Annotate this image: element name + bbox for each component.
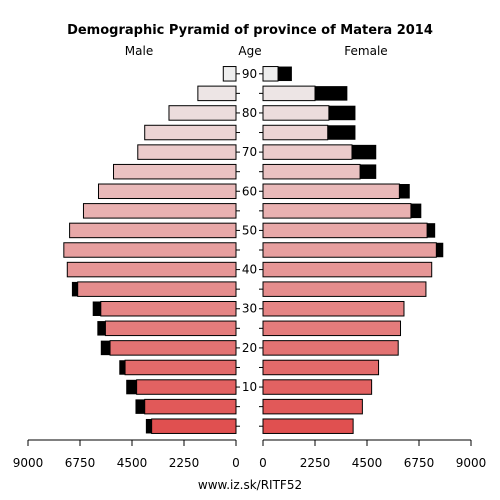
- female-bar: [262, 398, 363, 415]
- male-bar: [82, 203, 237, 219]
- female-bar: [262, 105, 330, 121]
- female-bar-dark: [278, 66, 292, 82]
- male-bar: [222, 66, 237, 82]
- female-bar: [262, 261, 433, 278]
- male-bar-dark: [97, 321, 106, 336]
- age-tick-label: 50: [242, 223, 257, 237]
- female-bar: [262, 418, 354, 434]
- female-bar: [262, 320, 402, 337]
- footer-url: www.iz.sk/RITF52: [198, 478, 302, 492]
- female-bar: [262, 203, 412, 219]
- female-bar: [262, 222, 428, 239]
- male-bar: [66, 261, 237, 278]
- male-bar-dark: [100, 340, 111, 356]
- male-bar: [113, 163, 237, 180]
- age-tick-label: 60: [242, 184, 257, 198]
- male-bar: [124, 359, 237, 376]
- male-bar: [168, 105, 237, 121]
- male-bar: [109, 340, 237, 356]
- female-bar-dark: [351, 144, 377, 160]
- male-bar-dark: [135, 399, 145, 414]
- male-bar: [97, 183, 237, 200]
- male-bar-dark: [92, 301, 101, 316]
- male-bar-dark: [145, 418, 152, 434]
- female-bar-dark: [410, 203, 422, 219]
- female-bar: [262, 183, 400, 200]
- female-bar-dark: [427, 223, 436, 238]
- male-bar: [151, 418, 237, 434]
- bars-group: [63, 66, 444, 434]
- male-bar: [63, 242, 237, 258]
- age-tick-label: 10: [242, 380, 257, 394]
- male-bar: [137, 144, 237, 160]
- female-bar: [262, 281, 427, 297]
- female-x-tick-label: 2250: [300, 456, 331, 470]
- male-bar: [104, 320, 237, 337]
- female-x-tick-label: 0: [259, 456, 267, 470]
- female-bar: [262, 85, 316, 102]
- female-bar: [262, 242, 437, 258]
- female-bar: [262, 340, 399, 356]
- female-x-tick-label: 4500: [352, 456, 383, 470]
- age-label: Age: [238, 44, 261, 58]
- male-x-tick-label: 0: [232, 456, 240, 470]
- male-bar-dark: [119, 360, 126, 375]
- chart-title: Demographic Pyramid of province of Mater…: [67, 23, 433, 38]
- female-bar: [262, 300, 405, 317]
- male-bar-dark: [71, 281, 78, 297]
- male-bar: [77, 281, 237, 297]
- male-bar: [144, 124, 237, 141]
- female-bar-dark: [360, 164, 377, 179]
- male-bar: [197, 85, 237, 102]
- male-bar: [100, 300, 237, 317]
- female-bar-dark: [436, 242, 444, 258]
- age-tick-label: 40: [242, 263, 257, 277]
- male-bar: [136, 379, 237, 395]
- male-label: Male: [125, 44, 153, 58]
- age-tick-label: 70: [242, 145, 257, 159]
- age-tick-label: 30: [242, 302, 257, 316]
- female-bar-dark: [327, 125, 356, 140]
- male-bar: [69, 222, 237, 239]
- female-bar: [262, 144, 353, 160]
- female-label: Female: [344, 44, 387, 58]
- age-tick-label: 20: [242, 341, 257, 355]
- female-bar: [262, 359, 380, 376]
- female-bar: [262, 163, 361, 180]
- age-tick-label: 80: [242, 106, 257, 120]
- female-bar: [262, 124, 329, 141]
- female-bar: [262, 66, 279, 82]
- female-bar-dark: [399, 184, 410, 199]
- male-bar: [144, 398, 237, 415]
- female-bar-dark: [328, 105, 356, 121]
- age-tick-label: 90: [242, 67, 257, 81]
- axes-group: 10 20 30 40 50 60 70 80 90 9000 6750 4500 2250 0 0 2250…: [13, 67, 487, 470]
- male-x-tick-label: 2250: [169, 456, 200, 470]
- male-x-tick-label: 9000: [13, 456, 44, 470]
- male-bar-dark: [126, 379, 137, 395]
- female-x-tick-label: 9000: [456, 456, 487, 470]
- male-x-tick-label: 4500: [117, 456, 148, 470]
- female-bar-dark: [315, 86, 348, 101]
- female-x-tick-label: 6750: [404, 456, 435, 470]
- male-x-tick-label: 6750: [65, 456, 96, 470]
- female-bar: [262, 379, 373, 395]
